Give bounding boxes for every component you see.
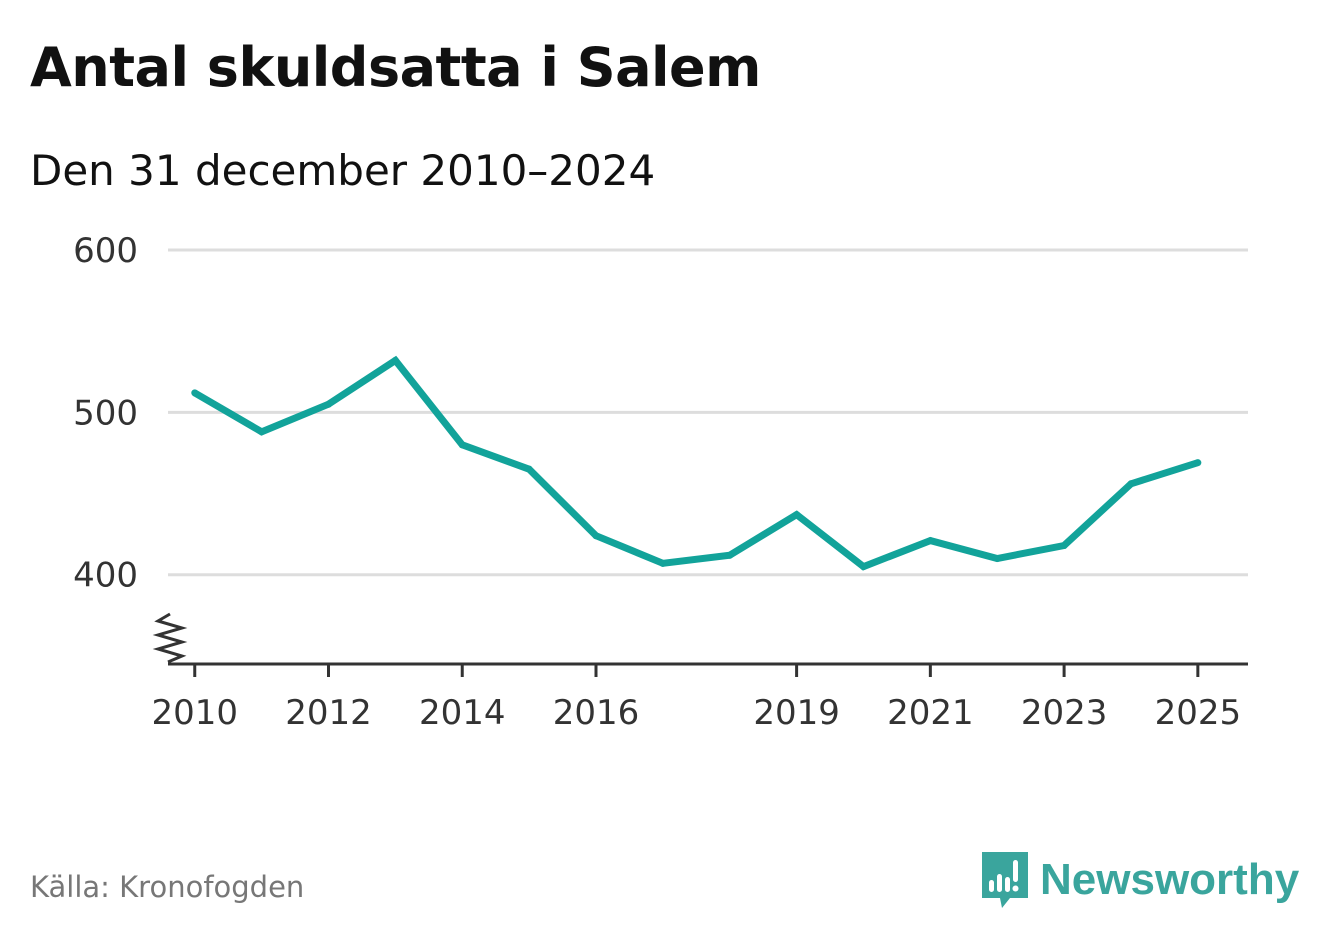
grid-lines xyxy=(168,248,1248,577)
data-point-2020 xyxy=(859,563,867,571)
source-note: Källa: Kronofogden xyxy=(30,870,305,904)
x-tick-label-2010: 2010 xyxy=(151,693,238,733)
x-tick-label-2019: 2019 xyxy=(753,693,840,733)
y-tick-label-600: 600 xyxy=(73,231,138,271)
x-tick-label-2016: 2016 xyxy=(553,693,640,733)
data-point-2016 xyxy=(592,532,600,540)
chart-title: Antal skuldsatta i Salem xyxy=(30,36,761,99)
data-point-2024 xyxy=(1127,480,1135,488)
newsworthy-logo: Newsworthy xyxy=(980,850,1299,910)
y-tick-label-400: 400 xyxy=(73,556,138,596)
data-point-2023 xyxy=(1060,541,1068,549)
data-point-2011 xyxy=(258,428,266,436)
axis-break-icon xyxy=(152,612,188,664)
data-point-2012 xyxy=(324,400,332,408)
x-tick-label-2025: 2025 xyxy=(1155,693,1242,733)
data-point-2019 xyxy=(793,511,801,519)
y-tick-label-500: 500 xyxy=(73,393,138,433)
data-point-2025 xyxy=(1194,459,1202,467)
data-point-2014 xyxy=(458,441,466,449)
data-point-2018 xyxy=(726,551,734,559)
data-point-2015 xyxy=(525,465,533,473)
y-axis-ticks: 400 500 600 xyxy=(73,231,138,596)
chart-subtitle: Den 31 december 2010–2024 xyxy=(30,146,656,195)
newsworthy-logo-text: Newsworthy xyxy=(1040,855,1300,904)
x-tick-label-2014: 2014 xyxy=(419,693,506,733)
series-layer xyxy=(191,355,1202,571)
x-tick-label-2023: 2023 xyxy=(1021,693,1108,733)
data-point-2017 xyxy=(659,559,667,567)
series-line-0 xyxy=(192,355,1199,571)
x-tick-label-2021: 2021 xyxy=(887,693,974,733)
x-tick-label-2012: 2012 xyxy=(285,693,372,733)
newsworthy-logo-icon xyxy=(982,852,1028,908)
data-point-2010 xyxy=(191,389,199,397)
x-axis-ticks: 2010 2012 2014 2016 2019 2021 2023 2025 xyxy=(151,664,1241,733)
data-point-2013 xyxy=(391,356,399,364)
data-point-2021 xyxy=(926,537,934,545)
data-point-2022 xyxy=(993,554,1001,562)
